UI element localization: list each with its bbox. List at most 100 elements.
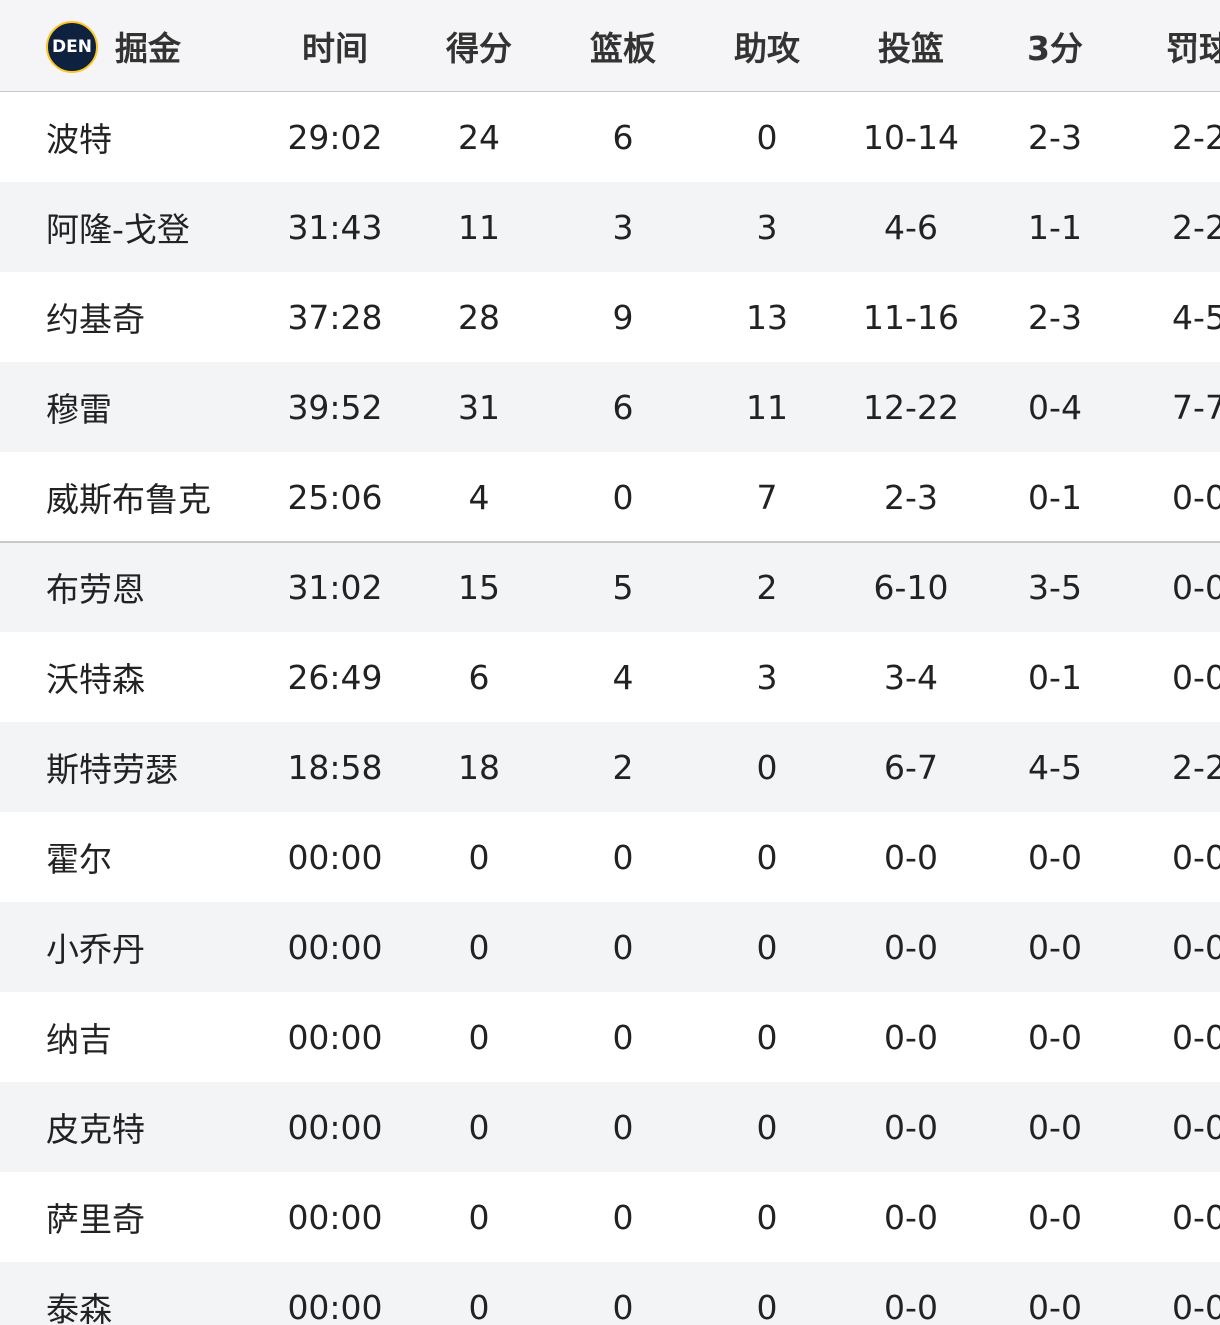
stat-cell: 4-5 xyxy=(1028,747,1082,787)
player-name: 穆雷 xyxy=(46,390,112,429)
table-header: DEN 掘金 时间 得分 篮板 助攻 投篮 3分 罚球 xyxy=(0,0,1220,93)
stat-cell: 0-0 xyxy=(1172,567,1220,607)
stat-cell: 0-0 xyxy=(1172,1287,1220,1325)
column-header: 篮板 xyxy=(590,28,656,68)
player-name: 阿隆-戈登 xyxy=(46,210,190,249)
stat-cell: 0-0 xyxy=(1028,927,1082,967)
column-header: 得分 xyxy=(446,28,512,68)
player-name: 斯特劳瑟 xyxy=(46,750,178,789)
stat-cell: 0-1 xyxy=(1028,657,1082,697)
stat-cell: 26:49 xyxy=(287,657,383,697)
stat-cell: 3 xyxy=(612,207,634,247)
stat-cell: 0-0 xyxy=(1172,927,1220,967)
stat-cell: 0 xyxy=(756,1197,778,1237)
stat-cell: 11-16 xyxy=(863,297,959,337)
player-row: 小乔丹 00:00 0 0 0 0-0 0-0 0-0 xyxy=(0,902,1220,992)
stat-cell: 6 xyxy=(612,387,634,427)
stat-cell: 4-5 xyxy=(1172,297,1220,337)
player-row: 霍尔 00:00 0 0 0 0-0 0-0 0-0 xyxy=(0,812,1220,902)
stat-cell: 0-0 xyxy=(1172,657,1220,697)
stat-cell: 0-0 xyxy=(1028,1287,1082,1325)
team-logo: DEN xyxy=(46,21,98,73)
stat-cell: 18:58 xyxy=(287,747,383,787)
stat-cell: 2-2 xyxy=(1172,747,1220,787)
stat-cell: 2-3 xyxy=(1028,297,1082,337)
player-name: 皮克特 xyxy=(46,1110,145,1149)
stat-cell: 0 xyxy=(756,927,778,967)
player-row: 威斯布鲁克 25:06 4 0 7 2-3 0-1 0-0 xyxy=(0,452,1220,542)
stat-cell: 0 xyxy=(756,837,778,877)
player-row: 纳吉 00:00 0 0 0 0-0 0-0 0-0 xyxy=(0,992,1220,1082)
stat-cell: 0 xyxy=(756,117,778,157)
stat-cell: 29:02 xyxy=(287,117,383,157)
stat-cell: 0 xyxy=(468,1197,490,1237)
player-name: 沃特森 xyxy=(46,660,145,699)
player-row: 皮克特 00:00 0 0 0 0-0 0-0 0-0 xyxy=(0,1082,1220,1172)
stat-cell: 0-0 xyxy=(1028,1107,1082,1147)
stat-cell: 11 xyxy=(746,387,788,427)
stat-cell: 3 xyxy=(756,207,778,247)
stat-cell: 12-22 xyxy=(863,387,959,427)
stat-cell: 6 xyxy=(612,117,634,157)
stat-cell: 0 xyxy=(612,1107,634,1147)
stat-cell: 39:52 xyxy=(287,387,383,427)
stat-cell: 4-6 xyxy=(884,207,938,247)
stat-cell: 0-0 xyxy=(1172,477,1220,517)
stat-cell: 7 xyxy=(756,477,778,517)
stat-cell: 3 xyxy=(756,657,778,697)
stat-cell: 00:00 xyxy=(287,927,383,967)
stat-cell: 13 xyxy=(746,297,788,337)
stat-cell: 6-7 xyxy=(884,747,938,787)
stat-cell: 5 xyxy=(612,567,634,607)
column-header: 3分 xyxy=(1027,28,1083,68)
stat-cell: 00:00 xyxy=(287,837,383,877)
player-row: 沃特森 26:49 6 4 3 3-4 0-1 0-0 xyxy=(0,632,1220,722)
stat-cell: 0-0 xyxy=(1172,1017,1220,1057)
stat-cell: 6-10 xyxy=(873,567,949,607)
stat-cell: 0-0 xyxy=(1028,1017,1082,1057)
stat-cell: 0-0 xyxy=(884,927,938,967)
player-row: 布劳恩 31:02 15 5 2 6-10 3-5 0-0 xyxy=(0,542,1220,632)
stat-cell: 0 xyxy=(756,747,778,787)
stat-cell: 0 xyxy=(468,1107,490,1147)
stat-cell: 00:00 xyxy=(287,1287,383,1325)
team-name: 掘金 xyxy=(115,28,181,68)
player-row: 穆雷 39:52 31 6 11 12-22 0-4 7-7 xyxy=(0,362,1220,452)
stat-cell: 18 xyxy=(458,747,500,787)
stat-cell: 25:06 xyxy=(287,477,383,517)
player-row: 萨里奇 00:00 0 0 0 0-0 0-0 0-0 xyxy=(0,1172,1220,1262)
player-name: 纳吉 xyxy=(46,1020,112,1059)
player-row: 斯特劳瑟 18:58 18 2 0 6-7 4-5 2-2 xyxy=(0,722,1220,812)
stat-cell: 0-0 xyxy=(1028,1197,1082,1237)
column-header: 投篮 xyxy=(878,28,944,68)
stat-cell: 2-3 xyxy=(1028,117,1082,157)
stat-cell: 1-1 xyxy=(1028,207,1082,247)
player-name: 威斯布鲁克 xyxy=(46,480,211,519)
stat-cell: 28 xyxy=(458,297,500,337)
player-name: 小乔丹 xyxy=(46,930,145,969)
stat-cell: 0-0 xyxy=(1172,1107,1220,1147)
stat-cell: 4 xyxy=(612,657,634,697)
stat-cell: 0 xyxy=(612,477,634,517)
stat-cell: 31 xyxy=(458,387,500,427)
stat-cell: 0-0 xyxy=(1172,837,1220,877)
player-name: 霍尔 xyxy=(46,840,112,879)
stat-cell: 0 xyxy=(612,1197,634,1237)
stat-cell: 0 xyxy=(756,1017,778,1057)
stat-cell: 0 xyxy=(612,927,634,967)
player-row: 泰森 00:00 0 0 0 0-0 0-0 0-0 xyxy=(0,1262,1220,1325)
stat-cell: 0 xyxy=(612,837,634,877)
stat-cell: 0 xyxy=(468,1017,490,1057)
stat-cell: 2-2 xyxy=(1172,207,1220,247)
column-header: 助攻 xyxy=(734,28,800,68)
stat-cell: 31:43 xyxy=(287,207,383,247)
stat-cell: 0-0 xyxy=(884,1287,938,1325)
stat-cell: 0-0 xyxy=(884,837,938,877)
stat-cell: 0-4 xyxy=(1028,387,1082,427)
stat-cell: 0 xyxy=(468,927,490,967)
stat-cell: 7-7 xyxy=(1172,387,1220,427)
player-name: 约基奇 xyxy=(46,300,145,339)
stat-cell: 2-3 xyxy=(884,477,938,517)
player-name: 泰森 xyxy=(46,1290,112,1325)
